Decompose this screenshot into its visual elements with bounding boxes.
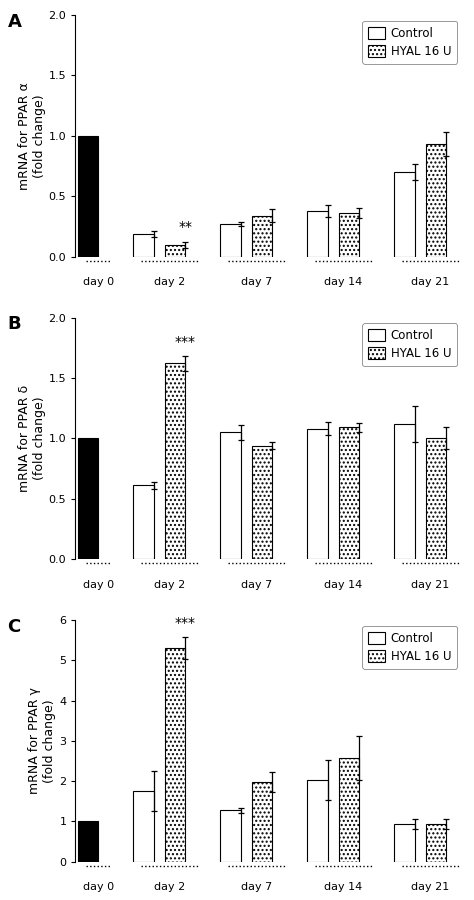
Text: day 21: day 21 <box>411 882 450 892</box>
Text: day 7: day 7 <box>241 277 272 287</box>
Bar <box>252 782 273 861</box>
Bar <box>252 216 273 256</box>
Bar <box>78 822 98 861</box>
Bar <box>307 211 328 256</box>
Bar <box>394 424 415 559</box>
Legend: Control, HYAL 16 U: Control, HYAL 16 U <box>362 626 457 669</box>
Bar <box>426 438 447 559</box>
Bar <box>165 648 185 861</box>
Bar <box>394 824 415 861</box>
Legend: Control, HYAL 16 U: Control, HYAL 16 U <box>362 323 457 366</box>
Bar <box>220 224 241 256</box>
Bar <box>426 144 447 256</box>
Text: day 21: day 21 <box>411 277 450 287</box>
Text: ***: *** <box>175 616 196 630</box>
Bar <box>339 428 359 559</box>
Bar <box>133 234 154 256</box>
Y-axis label: mRNA for PPAR δ
(fold change): mRNA for PPAR δ (fold change) <box>18 385 46 492</box>
Legend: Control, HYAL 16 U: Control, HYAL 16 U <box>362 21 457 64</box>
Bar <box>307 428 328 559</box>
Text: day 2: day 2 <box>154 277 185 287</box>
Bar <box>133 485 154 559</box>
Text: day 7: day 7 <box>241 882 272 892</box>
Bar <box>78 136 98 256</box>
Bar <box>307 780 328 861</box>
Bar <box>165 364 185 559</box>
Bar <box>220 810 241 861</box>
Text: day 7: day 7 <box>241 580 272 590</box>
Bar <box>252 446 273 559</box>
Bar <box>339 213 359 256</box>
Bar <box>133 791 154 861</box>
Text: B: B <box>8 315 21 333</box>
Text: day 2: day 2 <box>154 580 185 590</box>
Text: day 2: day 2 <box>154 882 185 892</box>
Text: day 0: day 0 <box>82 580 114 590</box>
Y-axis label: mRNA for PPAR α
(fold change): mRNA for PPAR α (fold change) <box>18 82 46 190</box>
Bar <box>165 245 185 256</box>
Text: C: C <box>8 617 21 635</box>
Text: ***: *** <box>175 335 196 349</box>
Bar <box>394 172 415 256</box>
Text: day 0: day 0 <box>82 277 114 287</box>
Bar <box>426 824 447 861</box>
Text: A: A <box>8 13 21 31</box>
Text: day 21: day 21 <box>411 580 450 590</box>
Text: **: ** <box>178 220 192 234</box>
Text: day 14: day 14 <box>324 882 363 892</box>
Text: day 14: day 14 <box>324 277 363 287</box>
Text: day 0: day 0 <box>82 882 114 892</box>
Bar <box>339 758 359 861</box>
Y-axis label: mRNA for PPAR γ
(fold change): mRNA for PPAR γ (fold change) <box>28 688 56 795</box>
Bar <box>78 438 98 559</box>
Text: day 14: day 14 <box>324 580 363 590</box>
Bar <box>220 432 241 559</box>
